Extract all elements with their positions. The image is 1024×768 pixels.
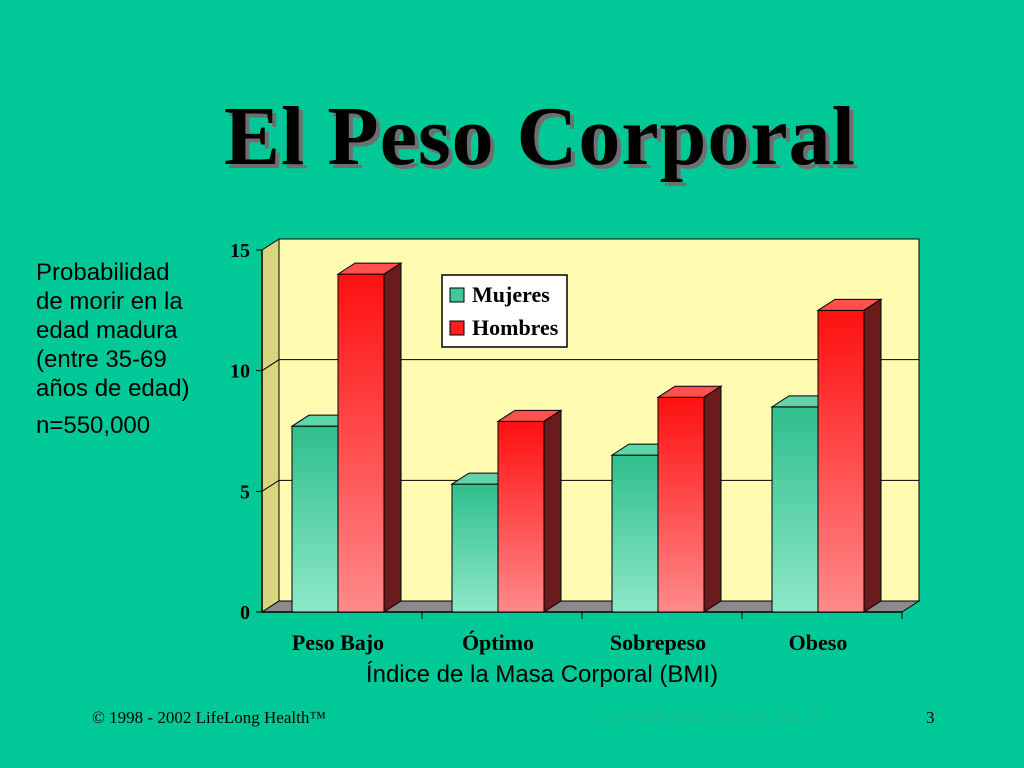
plot-side-wall bbox=[261, 238, 280, 613]
bar-front bbox=[337, 273, 385, 613]
bar-front bbox=[451, 483, 499, 613]
bar-hombres bbox=[496, 409, 563, 613]
bar-front bbox=[817, 309, 865, 613]
citation: J of Hlth Educ, Vol 28, No. 5 bbox=[596, 708, 821, 727]
y-tick-label: 10 bbox=[230, 361, 250, 383]
slide-number: 3 bbox=[926, 708, 935, 727]
bar-side bbox=[383, 262, 402, 613]
bar-front bbox=[657, 396, 705, 613]
x-axis-title: Índice de la Masa Corporal (BMI) bbox=[366, 661, 718, 688]
side-note-line: años de edad) bbox=[36, 375, 190, 402]
bar-side bbox=[863, 298, 882, 613]
bar-hombres bbox=[816, 298, 883, 613]
y-tick-label: 15 bbox=[230, 240, 250, 262]
bar-hombres bbox=[336, 262, 403, 613]
x-tick-label: Obeso bbox=[789, 630, 848, 655]
side-note-line: edad madura bbox=[36, 317, 178, 344]
bar-front bbox=[497, 420, 545, 613]
bar-side bbox=[703, 385, 722, 613]
bar-front bbox=[291, 425, 339, 613]
x-tick-label: Peso Bajo bbox=[292, 630, 384, 655]
legend-box bbox=[441, 274, 568, 348]
bar-hombres bbox=[656, 385, 723, 613]
y-tick-label: 0 bbox=[240, 602, 250, 624]
y-tick-label: 5 bbox=[240, 481, 250, 503]
y-axis-description: Probabilidad de morir en la edad madura … bbox=[36, 258, 246, 440]
legend-label: Mujeres bbox=[472, 282, 550, 307]
legend-swatch bbox=[449, 287, 465, 303]
side-note-line: (entre 35-69 bbox=[36, 346, 167, 373]
x-tick-label: Óptimo bbox=[462, 630, 534, 655]
legend-swatch bbox=[449, 320, 465, 336]
side-note-line: Probabilidad bbox=[36, 259, 170, 286]
sample-size: n=550,000 bbox=[36, 412, 151, 439]
x-tick-label: Sobrepeso bbox=[610, 630, 706, 655]
side-note-line: de morir en la bbox=[36, 288, 183, 315]
slide-title: El Peso Corporal bbox=[224, 90, 856, 183]
legend-label: Hombres bbox=[472, 315, 559, 340]
gridline bbox=[261, 359, 919, 372]
bar-front bbox=[611, 454, 659, 613]
bar-side bbox=[543, 409, 562, 613]
copyright: © 1998 - 2002 LifeLong Health™ bbox=[92, 708, 326, 727]
bar-front bbox=[771, 406, 819, 613]
